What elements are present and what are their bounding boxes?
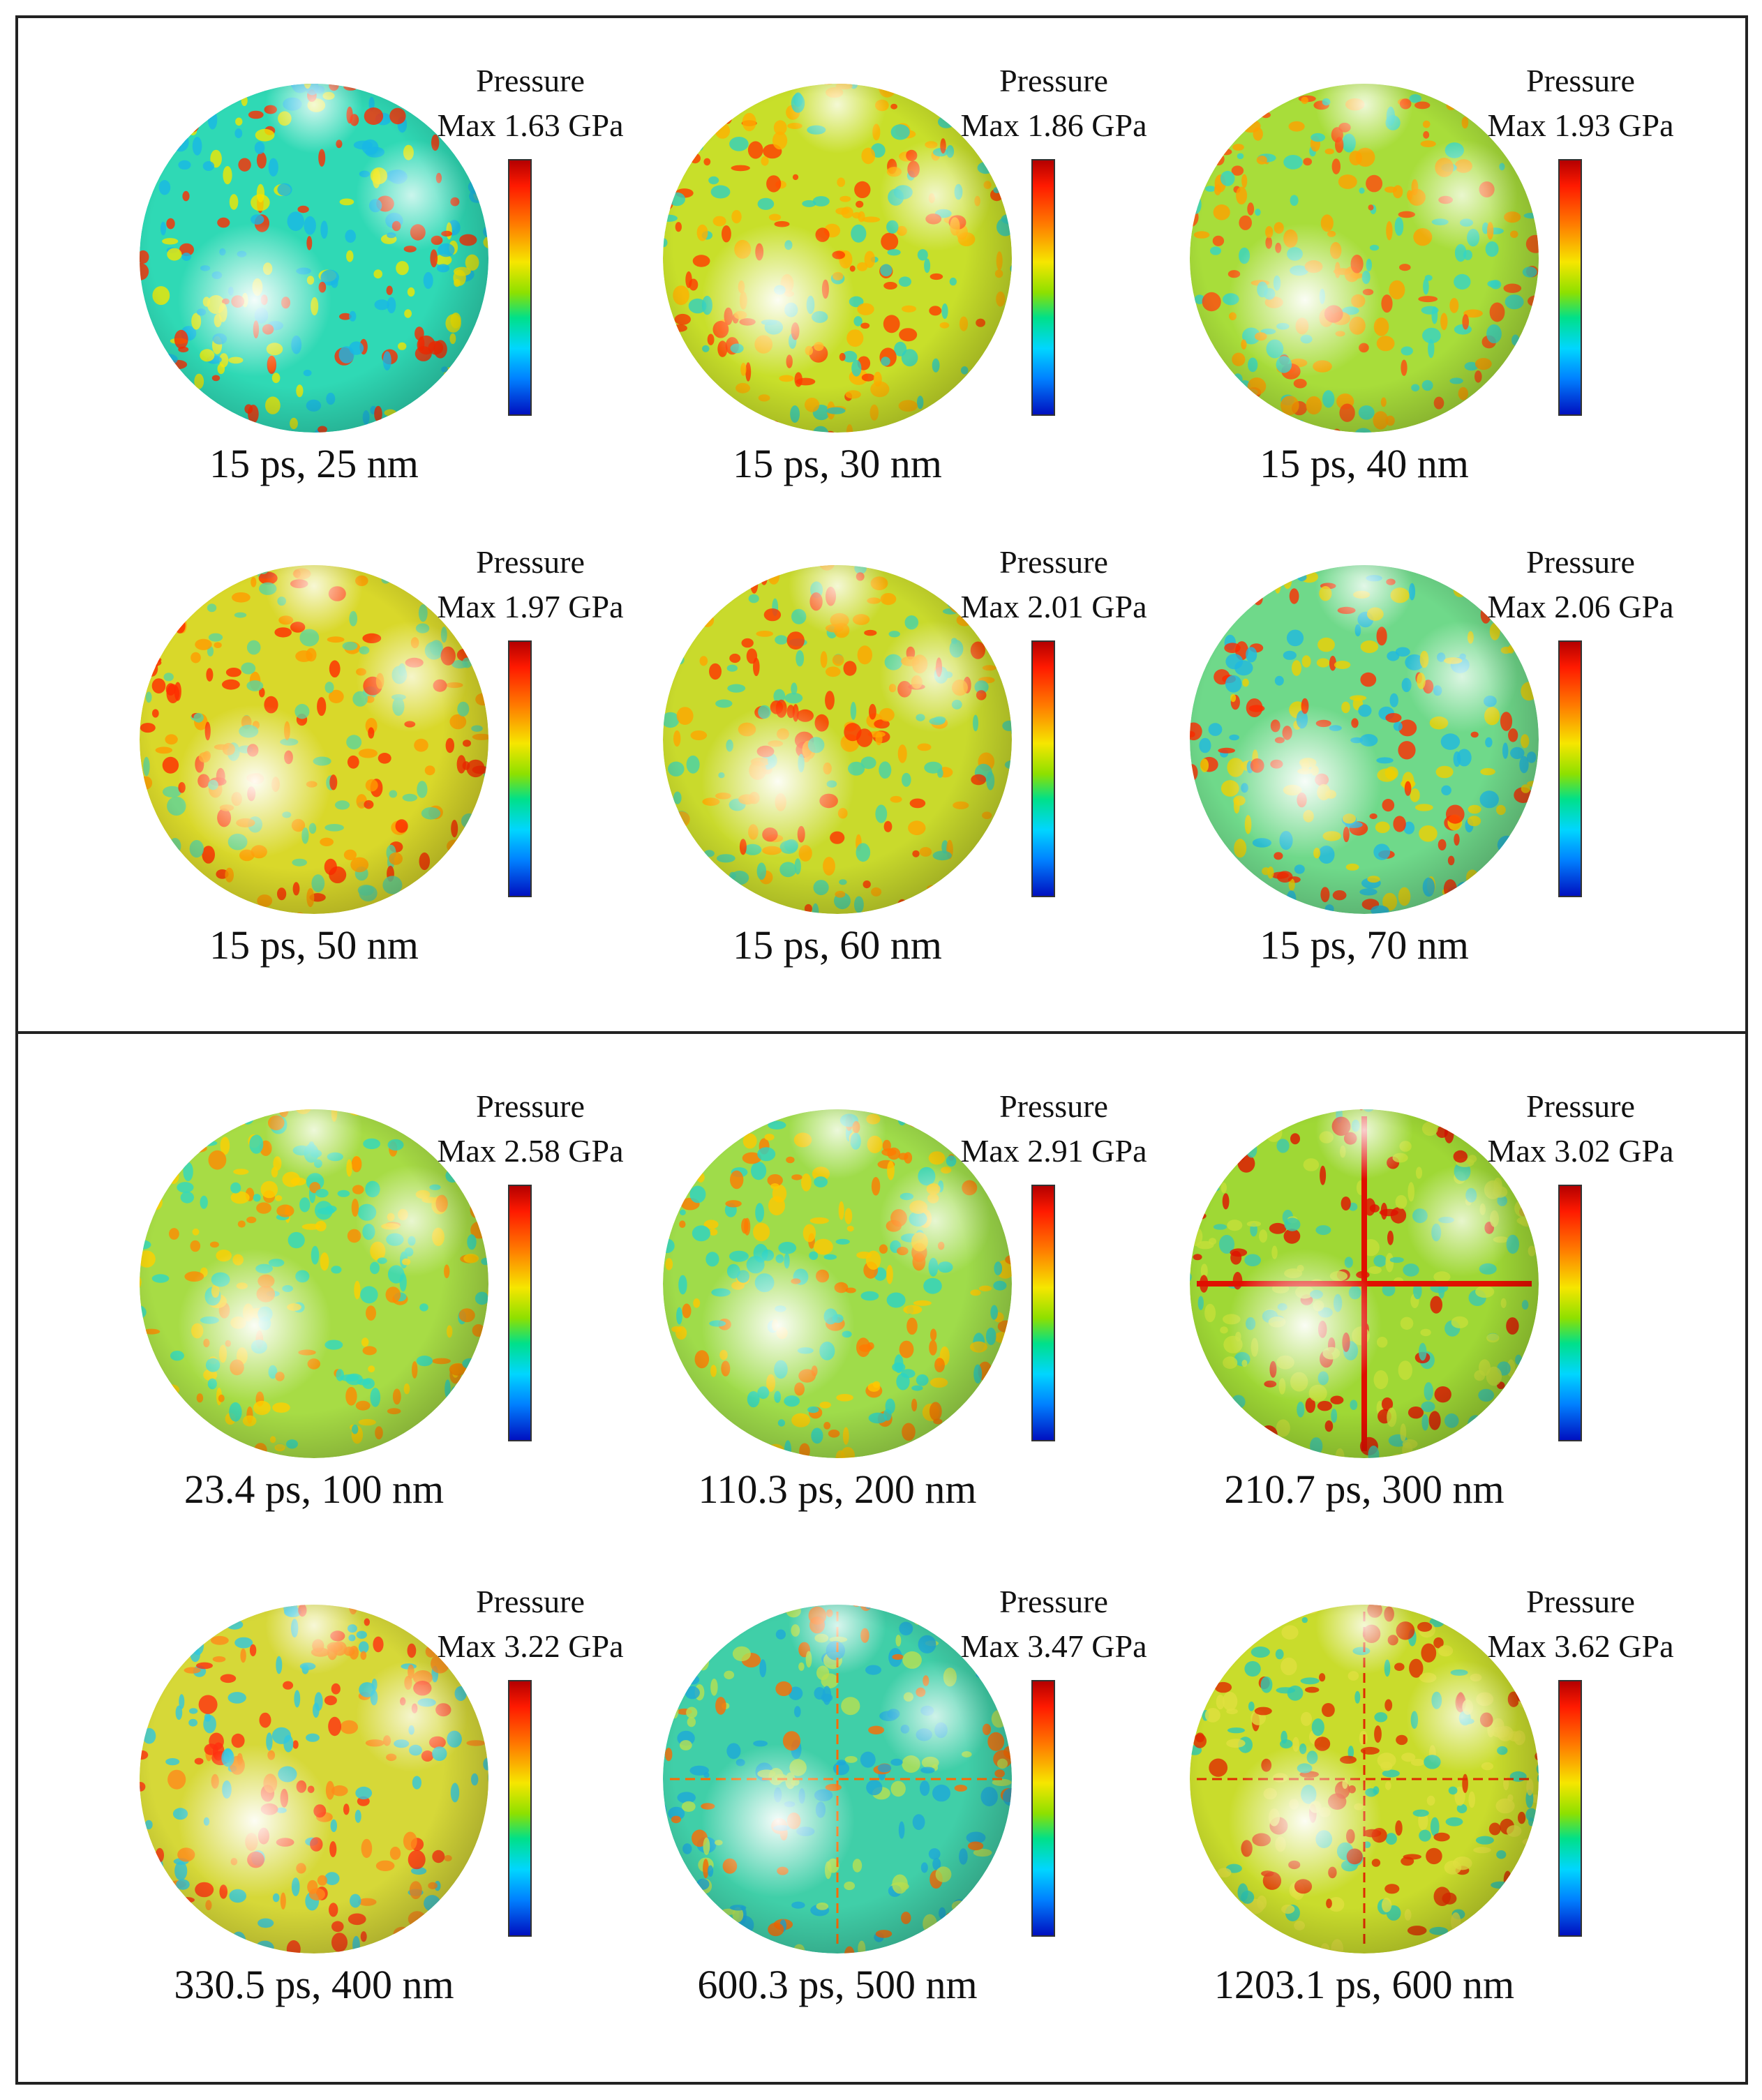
colorbar xyxy=(508,159,532,416)
colorbar xyxy=(508,640,532,897)
pressure-sphere xyxy=(663,1605,1012,1953)
legend-max-value: Max 3.47 GPa xyxy=(960,1628,1147,1664)
legend-title: Pressure xyxy=(999,1088,1108,1124)
legend-title: Pressure xyxy=(999,1584,1108,1619)
pressure-sphere xyxy=(1190,565,1539,914)
legend-max-value: Max 3.02 GPa xyxy=(1487,1133,1674,1169)
legend-max-value: Max 3.62 GPa xyxy=(1487,1628,1674,1664)
sphere-caption: 15 ps, 60 nm xyxy=(733,922,942,968)
pressure-sphere xyxy=(140,565,488,914)
sphere-caption: 1203.1 ps, 600 nm xyxy=(1214,1962,1515,2007)
figure-cell: Pressure Max 3.02 GPa 210.7 ps, 300 nm xyxy=(1155,1088,1699,1556)
legend-title: Pressure xyxy=(999,63,1108,98)
legend-title: Pressure xyxy=(476,1584,585,1619)
figure-cell: Pressure Max 2.06 GPa 15 ps, 70 nm xyxy=(1155,544,1699,1012)
sphere-caption: 210.7 ps, 300 nm xyxy=(1224,1467,1505,1512)
figure-cell: Pressure Max 1.97 GPa 15 ps, 50 nm xyxy=(105,544,649,1012)
legend-title: Pressure xyxy=(1526,544,1635,580)
sphere-caption: 15 ps, 50 nm xyxy=(209,922,419,968)
legend-max-value: Max 1.86 GPa xyxy=(960,107,1147,143)
figure-cell: Pressure Max 3.62 GPa 1203.1 ps, 600 nm xyxy=(1155,1584,1699,2051)
sphere-caption: 23.4 ps, 100 nm xyxy=(184,1467,445,1512)
legend-title: Pressure xyxy=(476,63,585,98)
legend-max-value: Max 1.63 GPa xyxy=(437,107,624,143)
colorbar xyxy=(1031,1185,1055,1441)
figure-cell: Pressure Max 1.93 GPa 15 ps, 40 nm xyxy=(1155,63,1699,530)
legend-title: Pressure xyxy=(1526,1584,1635,1619)
pressure-sphere xyxy=(1190,84,1539,433)
colorbar xyxy=(1558,640,1582,897)
sphere-caption: 15 ps, 70 nm xyxy=(1260,922,1469,968)
legend-max-value: Max 1.93 GPa xyxy=(1487,107,1674,143)
figure-cell: Pressure Max 2.91 GPa 110.3 ps, 200 nm xyxy=(628,1088,1172,1556)
figure-cell: Pressure Max 1.63 GPa 15 ps, 25 nm xyxy=(105,63,649,530)
legend-title: Pressure xyxy=(1526,1088,1635,1124)
colorbar xyxy=(1558,1680,1582,1937)
colorbar xyxy=(1558,1185,1582,1441)
sphere-caption: 330.5 ps, 400 nm xyxy=(174,1962,454,2007)
figure-cell: Pressure Max 2.58 GPa 23.4 ps, 100 nm xyxy=(105,1088,649,1556)
pressure-sphere xyxy=(1190,1605,1539,1953)
colorbar xyxy=(508,1680,532,1937)
figure-cell: Pressure Max 3.47 GPa 600.3 ps, 500 nm xyxy=(628,1584,1172,2051)
legend-max-value: Max 2.06 GPa xyxy=(1487,589,1674,624)
legend-title: Pressure xyxy=(476,1088,585,1124)
colorbar xyxy=(508,1185,532,1441)
pressure-sphere xyxy=(663,1109,1012,1458)
pressure-sphere xyxy=(140,1605,488,1953)
sphere-caption: 15 ps, 30 nm xyxy=(733,441,942,486)
sphere-caption: 600.3 ps, 500 nm xyxy=(697,1962,978,2007)
legend-title: Pressure xyxy=(476,544,585,580)
sphere-caption: 15 ps, 25 nm xyxy=(209,441,419,486)
colorbar xyxy=(1031,159,1055,416)
legend-title: Pressure xyxy=(999,544,1108,580)
figure-cell: Pressure Max 3.22 GPa 330.5 ps, 400 nm xyxy=(105,1584,649,2051)
panel-bottom xyxy=(15,1031,1748,2085)
sphere-caption: 110.3 ps, 200 nm xyxy=(698,1467,977,1512)
pressure-sphere xyxy=(140,84,488,433)
legend-max-value: Max 2.91 GPa xyxy=(960,1133,1147,1169)
colorbar xyxy=(1031,1680,1055,1937)
pressure-sphere xyxy=(140,1109,488,1458)
legend-max-value: Max 1.97 GPa xyxy=(437,589,624,624)
sphere-caption: 15 ps, 40 nm xyxy=(1260,441,1469,486)
figure-cell: Pressure Max 1.86 GPa 15 ps, 30 nm xyxy=(628,63,1172,530)
legend-max-value: Max 2.58 GPa xyxy=(437,1133,624,1169)
pressure-sphere xyxy=(663,84,1012,433)
colorbar xyxy=(1031,640,1055,897)
figure-cell: Pressure Max 2.01 GPa 15 ps, 60 nm xyxy=(628,544,1172,1012)
pressure-sphere xyxy=(663,565,1012,914)
colorbar xyxy=(1558,159,1582,416)
legend-title: Pressure xyxy=(1526,63,1635,98)
pressure-sphere xyxy=(1190,1109,1539,1458)
legend-max-value: Max 3.22 GPa xyxy=(437,1628,624,1664)
legend-max-value: Max 2.01 GPa xyxy=(960,589,1147,624)
